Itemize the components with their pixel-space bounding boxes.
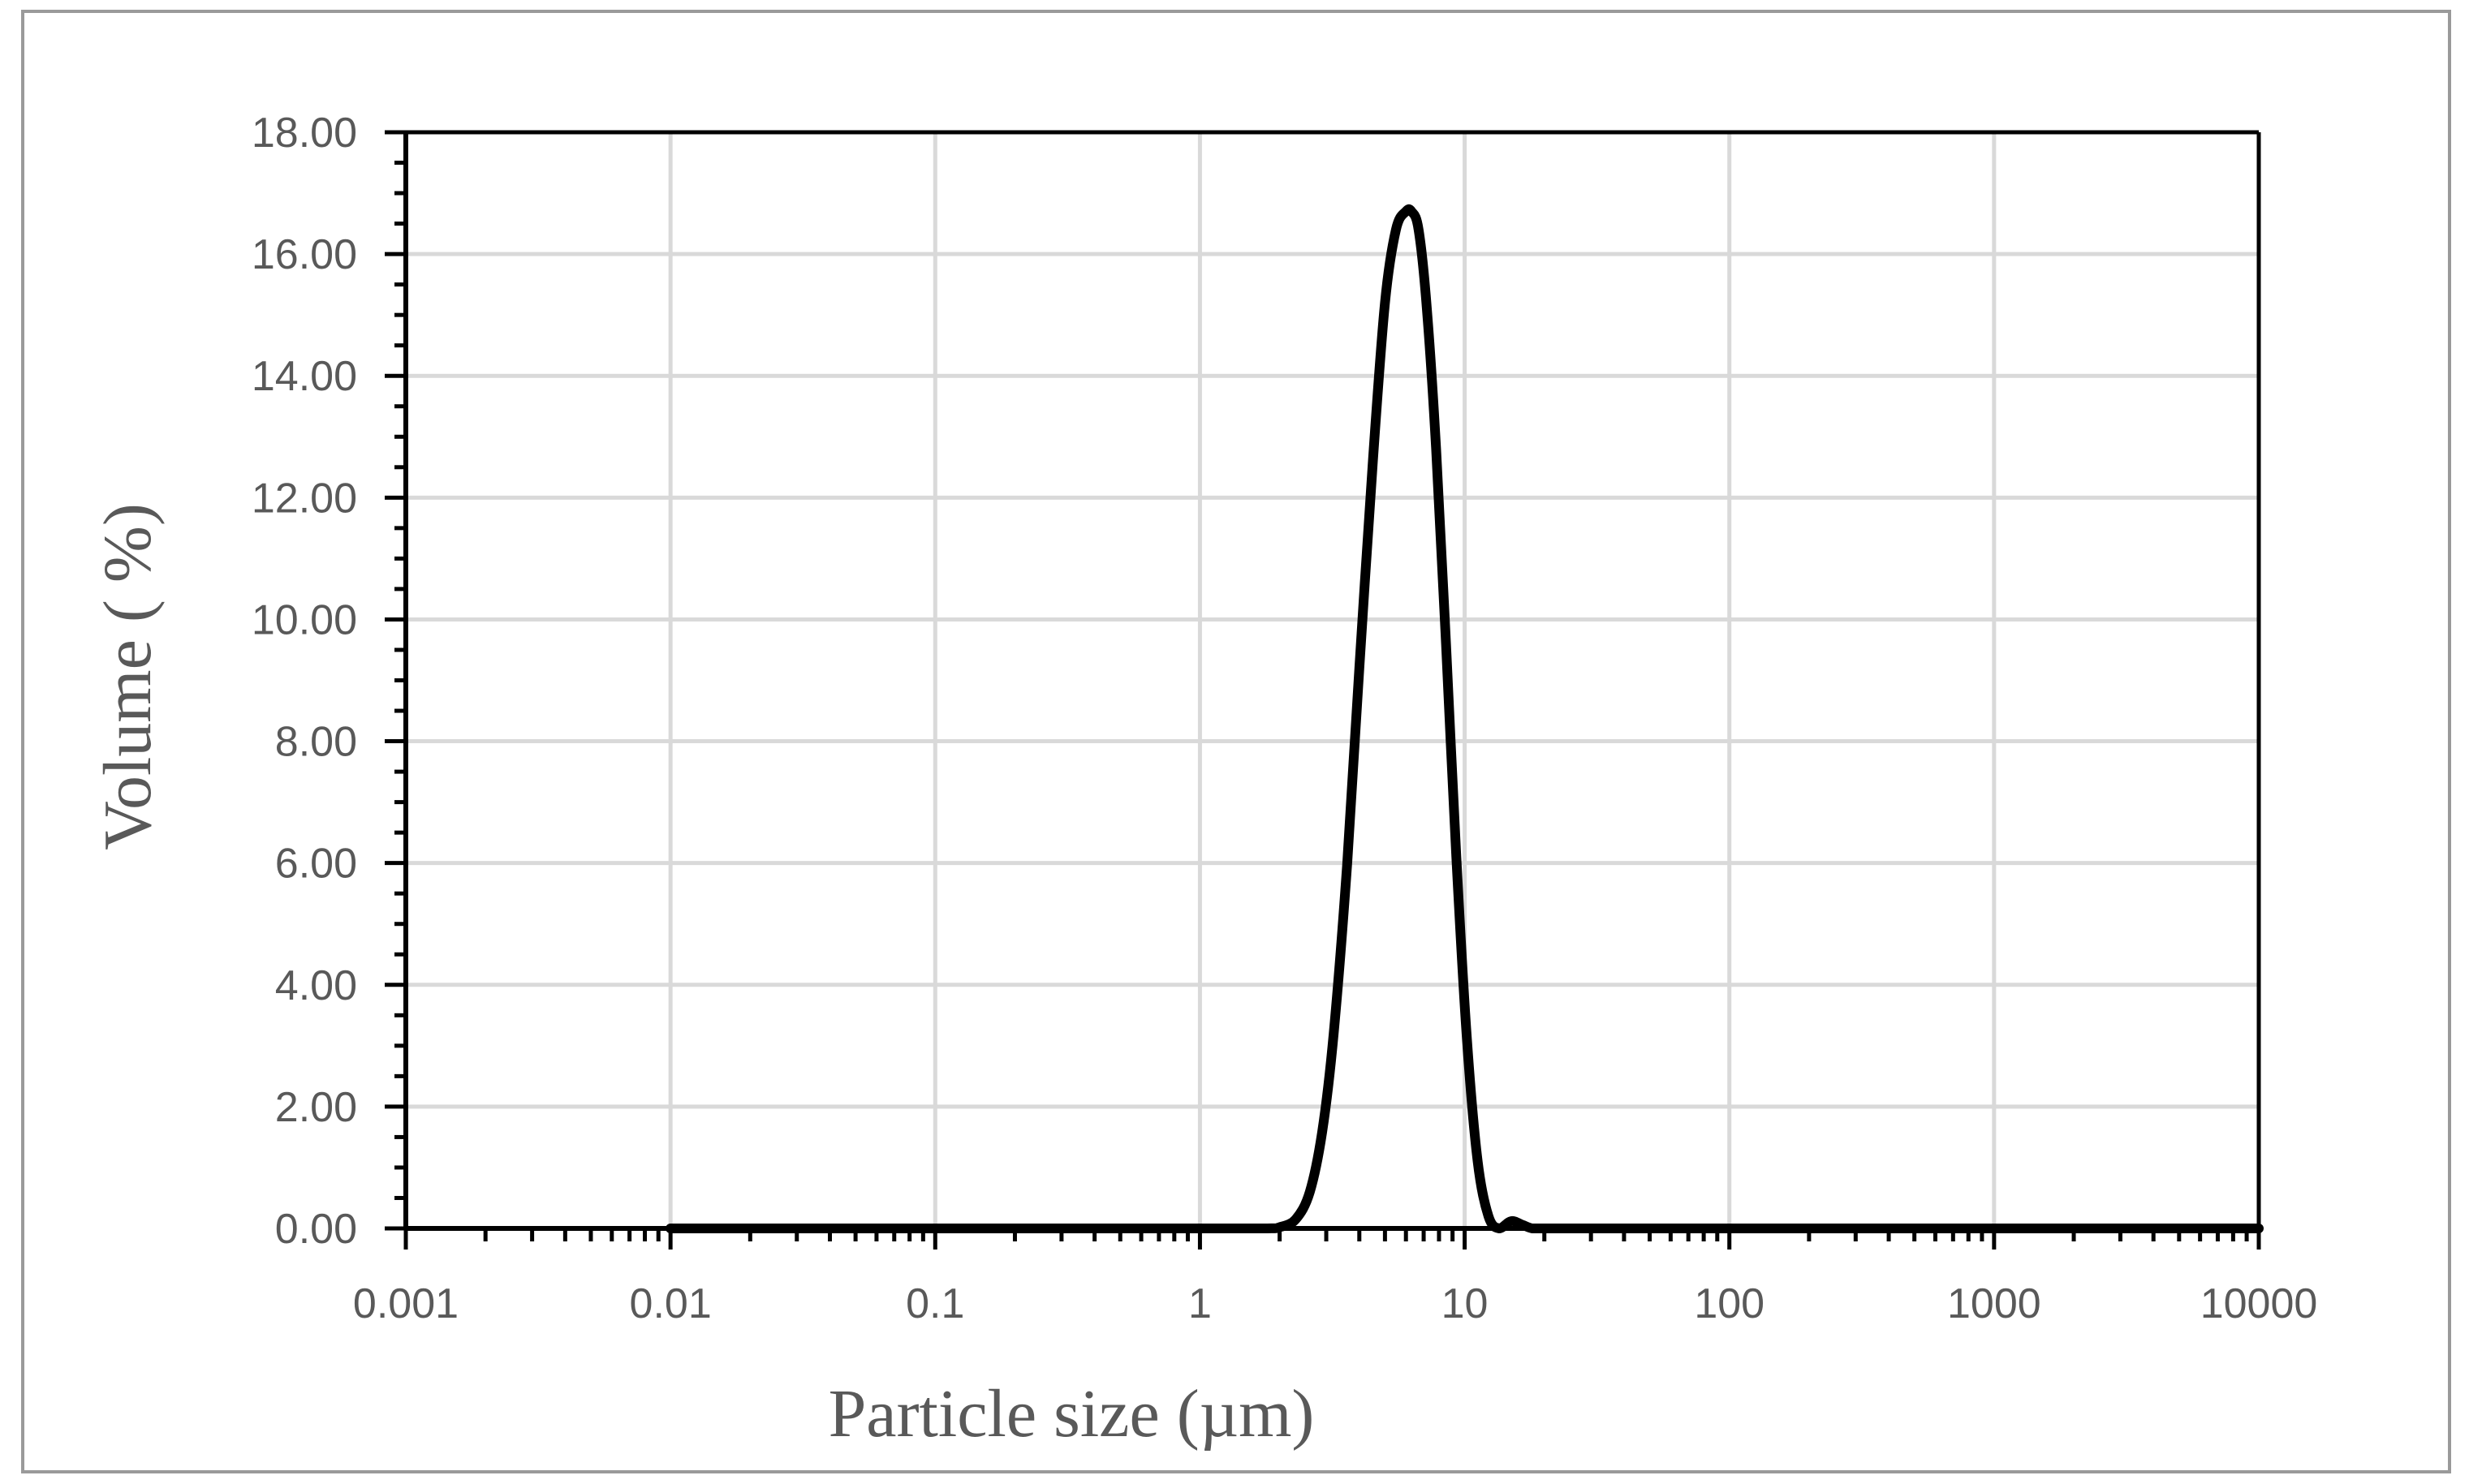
x-tick-label: 100	[1694, 1280, 1764, 1327]
y-tick-label: 0.00	[275, 1206, 357, 1253]
x-tick-label: 1	[1188, 1280, 1212, 1327]
y-tick-label: 8.00	[275, 719, 357, 766]
y-axis-title: Volume ( %)	[90, 503, 166, 850]
x-tick-label: 0.01	[630, 1280, 712, 1327]
x-tick-label: 0.001	[353, 1280, 459, 1327]
y-tick-label: 10.00	[252, 596, 357, 643]
y-tick-label: 6.00	[275, 841, 357, 888]
series-layer	[666, 204, 2264, 1234]
x-tick-label: 10	[1441, 1280, 1489, 1327]
y-tick-label: 16.00	[252, 231, 357, 278]
y-tick-label: 18.00	[252, 110, 357, 157]
y-tick-label: 2.00	[275, 1084, 357, 1131]
x-tick-label: 10000	[2200, 1280, 2318, 1327]
y-tick-label: 4.00	[275, 962, 357, 1009]
y-tick-label: 14.00	[252, 353, 357, 400]
tick-labels: 0.00 2.00 4.00 6.00 8.00 10.00 12.00 14.00 16.00…	[252, 110, 2317, 1327]
y-tick-label: 12.00	[252, 475, 357, 522]
x-tick-label: 0.1	[906, 1280, 964, 1327]
x-axis-title: Particle size (µm)	[829, 1376, 1315, 1452]
x-tick-label: 1000	[1947, 1280, 2041, 1327]
series-line	[666, 204, 2264, 1234]
